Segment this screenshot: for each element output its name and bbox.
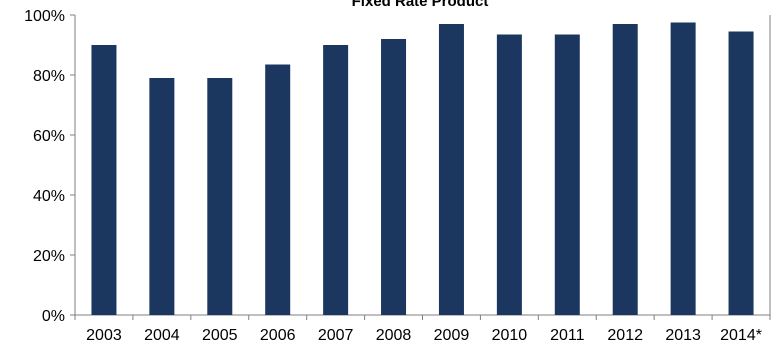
chart-title: Fixed Rate Product <box>352 0 489 10</box>
plot-area: 0% 20% 40% 60% 80% 100% 2003 2004 2005 2006 2007 20… <box>24 8 771 344</box>
y-tick-label: 40% <box>33 188 65 205</box>
y-tick-label: 80% <box>33 68 65 85</box>
y-tick-label: 60% <box>33 128 65 145</box>
bar-2008 <box>381 39 407 315</box>
x-tick-label: 2013 <box>665 327 701 344</box>
y-tick-label: 20% <box>33 248 65 265</box>
bar-2014 <box>728 31 754 315</box>
bar-2009 <box>438 24 464 315</box>
bar-2013 <box>670 22 696 315</box>
bar-2012 <box>612 24 638 315</box>
x-tick-label: 2005 <box>202 327 238 344</box>
x-tick-label: 2004 <box>144 327 180 344</box>
x-tick-label: 2010 <box>492 327 528 344</box>
y-tick-label: 100% <box>24 8 65 25</box>
y-tick-label: 0% <box>42 308 65 325</box>
x-tick-label: 2012 <box>607 327 643 344</box>
x-tick-label: 2014* <box>720 327 762 344</box>
bar-2011 <box>554 34 580 315</box>
x-tick-label: 2003 <box>86 327 122 344</box>
x-tick-label: 2011 <box>550 327 585 344</box>
bar-2010 <box>496 34 522 315</box>
bar-2003 <box>91 45 117 315</box>
x-tick-label: 2008 <box>376 327 412 344</box>
bar-2006 <box>265 64 291 315</box>
bar-2004 <box>149 78 175 315</box>
x-tick-label: 2007 <box>318 327 354 344</box>
x-tick-label: 2009 <box>434 327 470 344</box>
bar-2005 <box>207 78 233 315</box>
bar-2007 <box>323 45 349 315</box>
x-tick-label: 2006 <box>260 327 296 344</box>
